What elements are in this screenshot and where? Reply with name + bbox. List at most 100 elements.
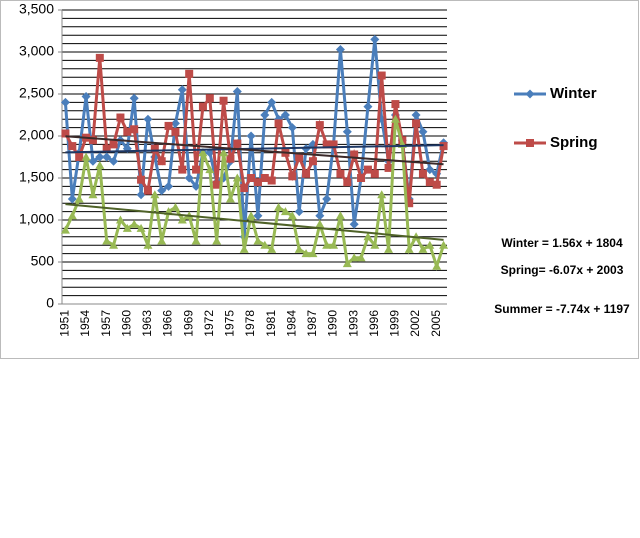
point: [247, 174, 256, 182]
point: [260, 110, 270, 120]
point: [137, 175, 146, 184]
point: [322, 140, 331, 149]
point: [192, 165, 201, 174]
y-tick-label: 0: [46, 295, 54, 311]
point: [143, 186, 152, 195]
x-tick-label: 1966: [161, 310, 175, 337]
point: [60, 97, 70, 107]
point: [308, 157, 317, 166]
point: [212, 180, 221, 189]
x-tick-label: 1975: [223, 310, 237, 337]
point: [287, 123, 297, 133]
point: [370, 240, 380, 249]
point: [391, 100, 400, 109]
point: [287, 211, 297, 220]
legend-label: Spring: [550, 134, 598, 151]
point: [116, 113, 125, 122]
trendline-label: Summer = -7.74x + 1197: [494, 302, 630, 316]
point: [232, 86, 242, 96]
point: [425, 178, 434, 187]
point: [308, 249, 318, 258]
x-tick-label: 1993: [346, 310, 360, 337]
point: [157, 186, 167, 196]
x-tick-label: 1954: [78, 310, 92, 337]
point: [329, 240, 339, 249]
point: [150, 190, 160, 199]
point: [170, 118, 180, 128]
point: [295, 153, 304, 161]
point: [390, 114, 400, 123]
point: [212, 236, 222, 245]
point: [405, 199, 414, 208]
legend-marker: [526, 139, 534, 147]
point: [102, 144, 111, 153]
point: [370, 34, 380, 44]
x-tick-label: 1990: [326, 310, 340, 337]
point: [136, 223, 146, 232]
trendline: [65, 203, 444, 241]
point: [302, 169, 311, 178]
point: [177, 215, 187, 224]
point: [109, 240, 119, 249]
point: [75, 153, 84, 161]
point: [418, 127, 428, 137]
x-tick-label: 1969: [181, 310, 195, 337]
point: [81, 92, 91, 102]
point: [384, 163, 393, 172]
point: [253, 211, 263, 221]
point: [411, 110, 421, 120]
trendline-label: Spring= -6.07x + 2003: [501, 263, 624, 277]
x-tick-label: 1960: [119, 310, 133, 337]
point: [356, 253, 366, 262]
point: [157, 157, 166, 166]
legend-marker: [525, 89, 535, 99]
point: [164, 121, 173, 130]
point: [418, 169, 427, 178]
point: [122, 223, 132, 232]
point: [109, 140, 118, 149]
point: [363, 102, 373, 112]
point: [335, 44, 345, 54]
point: [115, 215, 125, 224]
point: [267, 97, 277, 107]
x-tick-label: 1951: [58, 310, 72, 337]
point: [177, 85, 187, 95]
x-tick-label: 1972: [202, 310, 216, 337]
point: [425, 240, 435, 249]
point: [219, 96, 228, 105]
x-tick-label: 1996: [367, 310, 381, 337]
point: [294, 207, 304, 217]
trendline: [65, 135, 444, 166]
point: [95, 152, 105, 162]
point: [425, 165, 435, 175]
point: [198, 102, 207, 111]
trendline-label: Winter = 1.56x + 1804: [501, 236, 623, 250]
x-tick-label: 2005: [429, 310, 443, 337]
point: [363, 165, 372, 174]
point: [130, 125, 139, 134]
y-tick-label: 3,000: [19, 43, 54, 59]
point: [205, 94, 214, 103]
point: [432, 180, 441, 189]
point: [109, 156, 119, 166]
point: [349, 253, 359, 262]
y-tick-label: 500: [31, 253, 55, 269]
point: [61, 129, 70, 138]
point: [233, 139, 242, 148]
y-tick-label: 1,500: [19, 169, 54, 185]
point: [95, 53, 104, 62]
point: [350, 150, 359, 159]
point: [205, 165, 215, 174]
point: [377, 190, 387, 199]
point: [439, 240, 449, 249]
point: [294, 244, 304, 253]
point: [164, 181, 174, 191]
point: [239, 244, 249, 253]
point: [343, 178, 352, 187]
point: [377, 71, 386, 80]
point: [170, 202, 180, 211]
x-tick-label: 2002: [408, 310, 422, 337]
point: [418, 244, 428, 253]
point: [315, 121, 324, 130]
